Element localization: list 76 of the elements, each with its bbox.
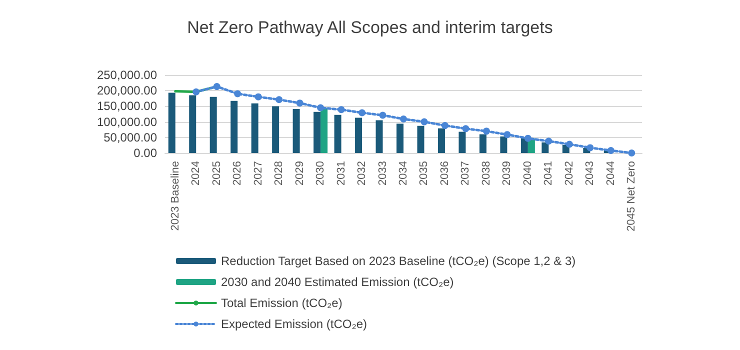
point [566, 140, 573, 148]
bar [251, 103, 258, 153]
point [338, 106, 345, 114]
point [586, 144, 594, 152]
point [482, 128, 490, 135]
bar [396, 124, 404, 153]
point [504, 131, 511, 138]
chart-title: Net Zero Pathway All Scopes and interim targets [187, 18, 553, 37]
bar [210, 96, 217, 153]
x-tick-label: 2026 [232, 161, 244, 186]
point [545, 138, 552, 145]
x-tick-label: 2035 [418, 161, 430, 186]
point [317, 104, 324, 112]
y-tick-label: 200,000.00 [96, 84, 158, 98]
point [379, 112, 386, 119]
point [296, 100, 304, 107]
x-tick-label: 2031 [335, 161, 348, 186]
x-tick-label: 2039 [501, 161, 514, 186]
bar [479, 134, 486, 153]
x-tick-label: 2024 [190, 161, 202, 186]
legend-label: Total Emission (tCO₂e) [221, 296, 342, 310]
point [400, 115, 407, 122]
bar [355, 118, 362, 153]
bar [438, 128, 445, 153]
y-tick-label: 150,000.00 [96, 99, 158, 114]
legend-label: Reduction Target Based on 2023 Baseline (tCO₂e) (Scope 1,2 & 3) [221, 254, 576, 268]
bar [500, 136, 508, 153]
x-tick-label: 2033 [376, 161, 389, 186]
bar [272, 106, 280, 153]
x-tick-label: 2040 [522, 161, 534, 186]
x-tick-label: 2041 [542, 161, 555, 186]
bar [417, 126, 424, 153]
x-tick-label: 2027 [252, 161, 264, 186]
x-tick-label: 2030 [314, 161, 327, 186]
point [192, 88, 200, 96]
point [254, 93, 262, 100]
y-tick-label: 250,000.00 [96, 68, 158, 82]
point [276, 96, 283, 104]
y-tick-label: 100,000.00 [96, 114, 158, 129]
bar [458, 132, 466, 153]
point [441, 122, 448, 130]
bar [230, 100, 238, 153]
x-tick-label: 2025 [210, 161, 223, 186]
legend-label: Expected Emission (tCO₂e) [221, 317, 368, 331]
bar [520, 138, 528, 153]
legend-label: 2030 and 2040 Estimated Emission (tCO₂e) [221, 275, 454, 289]
bar [168, 92, 176, 153]
x-tick-label: 2045 Net Zero [626, 161, 638, 232]
x-tick-label: 2043 [584, 161, 596, 186]
x-tick-label: 2042 [563, 161, 576, 186]
point [420, 118, 428, 126]
bar [314, 112, 321, 153]
x-tick-label: 2032 [356, 161, 368, 186]
bar [189, 95, 196, 153]
point [628, 150, 636, 156]
point [607, 147, 614, 154]
bar [334, 114, 342, 153]
x-tick-label: 2037 [460, 161, 472, 186]
x-tick-label: 2034 [398, 161, 410, 186]
x-tick-label: 2038 [480, 161, 492, 186]
y-tick-label: 0.00 [134, 146, 158, 160]
bar [376, 120, 383, 153]
point [234, 90, 242, 98]
point [358, 109, 366, 116]
bar [320, 108, 328, 153]
x-tick-label: 2036 [438, 161, 451, 186]
point [524, 134, 532, 142]
x-tick-label: 2028 [273, 161, 286, 186]
y-tick-label: 50,000.00 [104, 130, 158, 144]
x-tick-label: 2029 [294, 161, 306, 186]
bar [292, 109, 300, 153]
x-tick-label: 2023 Baseline [169, 161, 182, 231]
x-tick-label: 2044 [604, 161, 617, 186]
point [213, 83, 220, 90]
point [462, 125, 470, 132]
bar [542, 142, 549, 153]
